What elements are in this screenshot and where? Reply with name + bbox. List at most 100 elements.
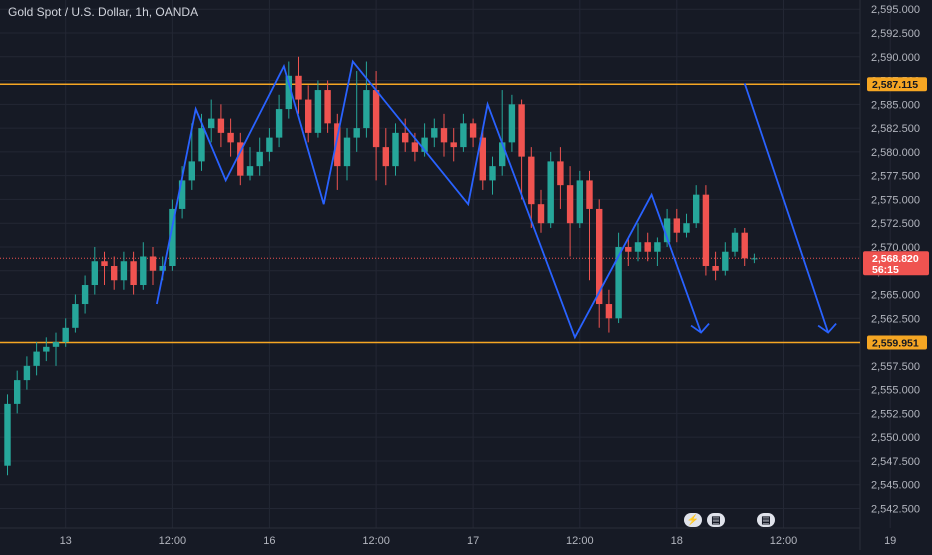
price-tick-label: 2,592.500: [871, 28, 920, 40]
candle-body[interactable]: [149, 256, 157, 271]
level-price-badge: [867, 77, 927, 92]
candle-body[interactable]: [508, 104, 516, 143]
candle-body[interactable]: [227, 132, 234, 143]
pattern-line[interactable]: [156, 59, 702, 340]
pattern-line[interactable]: [743, 83, 829, 333]
candle-body[interactable]: [363, 90, 370, 129]
candle-body[interactable]: [528, 156, 535, 205]
candle-body[interactable]: [130, 261, 137, 286]
candle-body[interactable]: [159, 265, 166, 271]
candle-body[interactable]: [547, 161, 554, 224]
candle-body[interactable]: [625, 246, 632, 252]
candle-body[interactable]: [23, 365, 31, 381]
candle-body[interactable]: [91, 261, 98, 286]
candle-body[interactable]: [663, 218, 671, 243]
candle-body[interactable]: [101, 261, 108, 266]
candle-body[interactable]: [479, 137, 486, 181]
candle-body[interactable]: [392, 132, 399, 167]
candle-body[interactable]: [140, 256, 147, 286]
candle-body[interactable]: [537, 204, 545, 224]
candle-body[interactable]: [372, 90, 380, 148]
candle-body[interactable]: [305, 99, 312, 133]
price-tick-label: 2,552.500: [871, 408, 920, 420]
price-tick-label: 2,590.000: [871, 52, 920, 64]
candle-body[interactable]: [120, 261, 128, 281]
candle-body[interactable]: [295, 75, 302, 100]
candle-body[interactable]: [712, 265, 719, 271]
candle-body[interactable]: [217, 118, 225, 133]
candle-body[interactable]: [14, 380, 21, 404]
candle-body[interactable]: [208, 118, 215, 129]
lightning-icon[interactable]: ⚡: [684, 513, 702, 527]
candle-body[interactable]: [314, 90, 322, 133]
candle-body[interactable]: [256, 151, 263, 167]
candle-body[interactable]: [702, 194, 710, 266]
candle-body[interactable]: [343, 137, 351, 167]
candle-body[interactable]: [72, 304, 79, 328]
candle-body[interactable]: [246, 166, 254, 176]
time-tick-label: 13: [60, 535, 72, 547]
candle-body[interactable]: [644, 242, 651, 252]
candle-body[interactable]: [111, 265, 118, 281]
candle-body[interactable]: [673, 218, 680, 233]
candle-body[interactable]: [722, 251, 729, 271]
candle-body[interactable]: [469, 123, 477, 138]
candle-body[interactable]: [586, 180, 593, 209]
candle-body[interactable]: [741, 232, 748, 259]
candle-body[interactable]: [43, 346, 50, 352]
candle-body[interactable]: [421, 137, 428, 152]
candle-body[interactable]: [654, 242, 661, 252]
candle-body[interactable]: [324, 90, 331, 124]
candle-body[interactable]: [62, 327, 69, 343]
candle-body[interactable]: [334, 123, 341, 167]
time-axis[interactable]: 13 12:00 16 12:00 17 12:00 18 12:00 19: [60, 535, 897, 547]
us-flag-icon[interactable]: ▤: [757, 513, 775, 527]
candle-body[interactable]: [353, 128, 360, 138]
candle-body[interactable]: [266, 137, 273, 152]
candles[interactable]: [4, 56, 758, 476]
candle-body[interactable]: [275, 109, 283, 138]
time-tick-label: 16: [263, 535, 275, 547]
candle-body[interactable]: [450, 142, 457, 148]
candle-body[interactable]: [198, 128, 205, 162]
candle-body[interactable]: [499, 142, 506, 167]
level-price-label: 2,559.951: [872, 338, 919, 350]
candle-body[interactable]: [431, 128, 438, 138]
candle-body[interactable]: [285, 75, 292, 110]
bar-countdown-label: 56:15: [872, 264, 899, 276]
candle-body[interactable]: [605, 304, 613, 319]
candle-body[interactable]: [615, 246, 622, 319]
candle-body[interactable]: [411, 142, 419, 152]
candle-body[interactable]: [751, 258, 758, 260]
candle-body[interactable]: [557, 161, 564, 186]
candle-body[interactable]: [460, 123, 467, 148]
candle-body[interactable]: [566, 185, 574, 224]
candle-body[interactable]: [489, 166, 496, 181]
level-price-label: 2,587.115: [872, 79, 918, 91]
candle-body[interactable]: [402, 132, 409, 143]
time-tick-label: 12:00: [362, 535, 390, 547]
candle-body[interactable]: [52, 342, 60, 347]
candle-body[interactable]: [4, 403, 11, 466]
candle-body[interactable]: [518, 104, 525, 157]
time-tick-label: 12:00: [159, 535, 187, 547]
candle-body[interactable]: [188, 161, 195, 181]
candle-body[interactable]: [440, 128, 448, 143]
candle-body[interactable]: [382, 147, 389, 167]
candle-body[interactable]: [81, 285, 89, 305]
candle-body[interactable]: [634, 242, 642, 252]
candle-body[interactable]: [237, 142, 244, 176]
candle-body[interactable]: [169, 208, 176, 266]
arrowhead: [817, 322, 837, 334]
candle-body[interactable]: [576, 180, 583, 224]
candle-body[interactable]: [693, 194, 700, 224]
candle-body[interactable]: [178, 180, 186, 209]
candle-body[interactable]: [33, 351, 40, 366]
price-tick-label: 2,565.000: [871, 290, 920, 302]
us-flag-icon[interactable]: ▤: [707, 513, 725, 527]
candle-body[interactable]: [683, 223, 690, 233]
candle-body[interactable]: [731, 232, 739, 252]
candle-body[interactable]: [596, 208, 603, 305]
